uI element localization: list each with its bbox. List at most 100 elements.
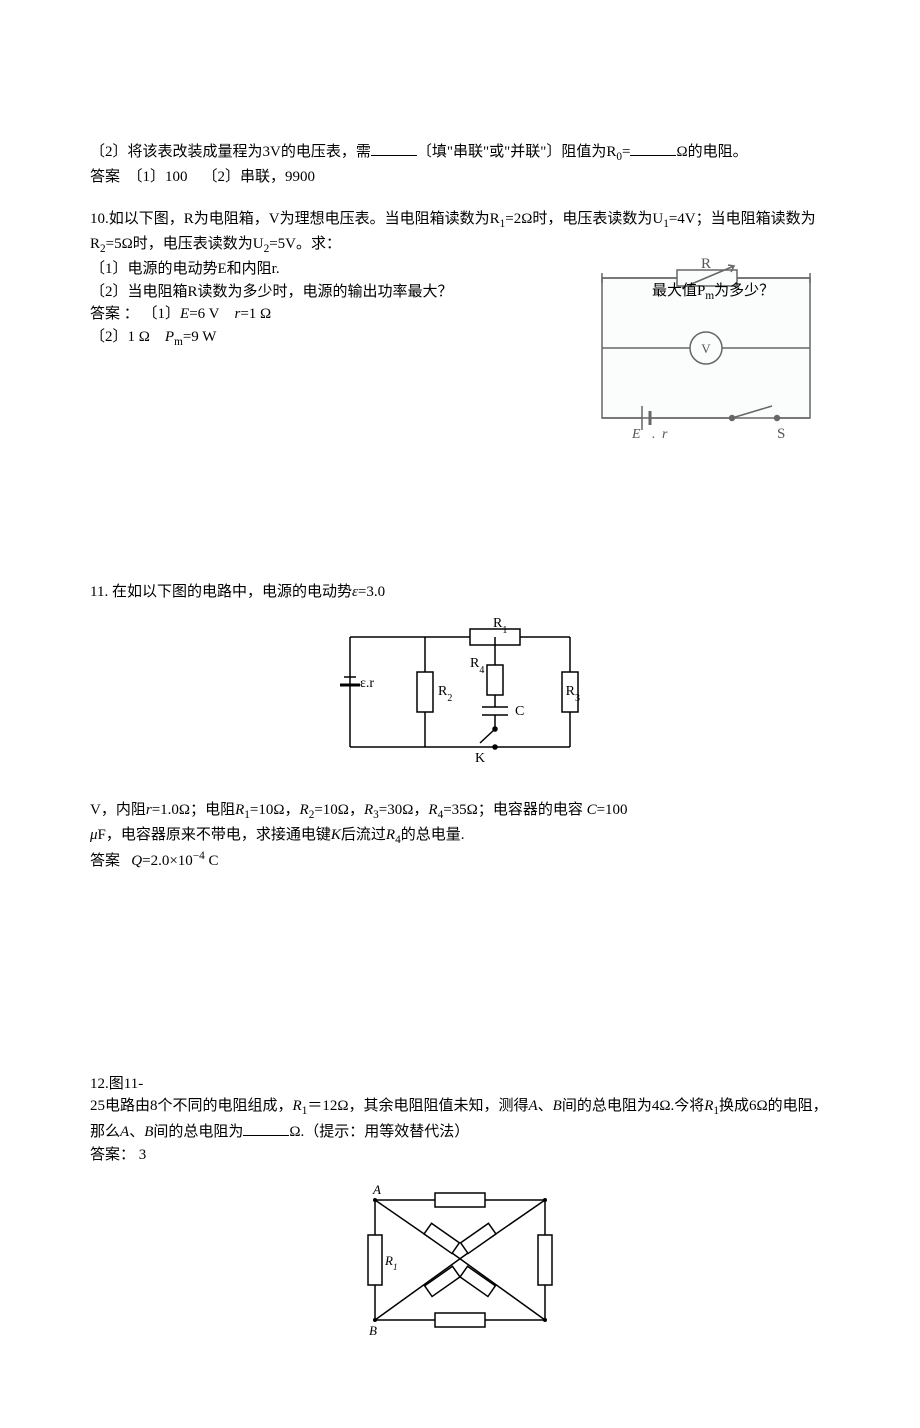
- q11-R1v: =10: [250, 802, 273, 818]
- q11-s1b: =3.0: [358, 584, 385, 600]
- q11-c1: ，: [285, 802, 300, 818]
- q9-eq: =: [622, 144, 630, 160]
- q11-line3: μF，电容器原来不带电，求接通电键K后流过R4的总电量.: [90, 824, 830, 849]
- question-11: 11. 在如以下图的电路中，电源的电动势ε=3.0: [90, 581, 830, 873]
- fig12-A: A: [372, 1182, 381, 1197]
- q11-Cv: =100: [597, 802, 628, 818]
- q11-s2b: =1.0: [152, 802, 179, 818]
- q9-ans1: 〔1〕100: [128, 169, 188, 185]
- svg-text:R1: R1: [384, 1253, 397, 1272]
- q11-figure: R1 R2 R3 R4 C K ε.r: [90, 617, 830, 785]
- q11-ohm4: Ω: [402, 802, 413, 818]
- fig-r-label: r: [662, 427, 668, 442]
- q12-answer: 答案： 3: [90, 1144, 830, 1167]
- fig-R-label: R: [701, 258, 711, 272]
- q10-s1: 10.如以下图，R为电阻箱，V为理想电压表。当电阻箱读数为R: [90, 211, 500, 227]
- q11-line2: V，内阻r=1.0Ω；电阻R1=10Ω，R2=10Ω，R3=30Ω，R4=35Ω…: [90, 799, 830, 824]
- q10-a2Pv: =9 W: [183, 329, 217, 345]
- q12-l2c2: 、: [129, 1124, 144, 1140]
- q9-ans2: 〔2〕串联，9900: [203, 169, 316, 185]
- fig11-C: C: [515, 704, 524, 719]
- q11-R4v: =35: [443, 802, 466, 818]
- q11-s3: F，电容器原来不带电，求接通电键: [98, 827, 331, 843]
- q11-mu: μ: [90, 827, 98, 843]
- q10-text-col: 〔1〕电源的电动势E和内阻r. 〔2〕当电阻箱R读数为多少时，电源的输出功率最大…: [90, 258, 570, 350]
- q12-B2: B: [144, 1124, 153, 1140]
- q12-ansl: 答案：: [90, 1147, 135, 1163]
- q11-R4l: R: [386, 827, 395, 843]
- q11-R4: R: [428, 802, 437, 818]
- q10-s1d: =5Ω时，电压表读数为U: [106, 236, 264, 252]
- q10-p2b: 最大值P: [652, 283, 705, 299]
- q12-line1: 12.图11-: [90, 1073, 830, 1096]
- question-10: 10.如以下图，R为电阻箱，V为理想电压表。当电阻箱读数为R1=2Ω时，电压表读…: [90, 208, 830, 450]
- fig-E-label: E: [631, 427, 641, 442]
- q11-c2: ，: [349, 802, 364, 818]
- q11-Q: Q: [131, 853, 142, 869]
- q12-l2f: 间的总电阻为: [153, 1124, 243, 1140]
- q12-figure: A B R1: [90, 1180, 830, 1348]
- q12-unit: Ω.（提示：用等效替代法）: [289, 1124, 469, 1140]
- q10-a1Ev: =6 V: [189, 306, 219, 322]
- q12-B1: B: [553, 1098, 562, 1114]
- q12-l2c1: 、: [538, 1098, 553, 1114]
- q10-s1e: =5V。求：: [269, 236, 341, 252]
- fig12-R1s: 1: [393, 1262, 398, 1272]
- q11-ohm3: Ω: [338, 802, 349, 818]
- q10-stem-line1: 10.如以下图，R为电阻箱，V为理想电压表。当电阻箱读数为R1=2Ω时，电压表读…: [90, 208, 830, 258]
- q10-s1b: =2Ω时，电压表读数为U: [505, 211, 663, 227]
- fig-V-label: V: [701, 341, 711, 356]
- fig-S-label: S: [777, 426, 785, 442]
- q9-text-a: 〔2〕将该表改装成量程为3V的电压表，需: [90, 144, 371, 160]
- q10-a1E: E: [180, 306, 189, 322]
- q11-cap: ；电容器的电容: [478, 802, 587, 818]
- q11-s3c: 的总电量.: [401, 827, 465, 843]
- fig11-R2s: 2: [447, 693, 452, 704]
- q12-l2d: 间的总电阻为4Ω.今将: [562, 1098, 704, 1114]
- q11-Qu: C: [205, 853, 219, 869]
- fig11-R4s: 4: [479, 665, 484, 676]
- q11-s3b: 后流过: [341, 827, 386, 843]
- q11-ohm1: Ω: [179, 802, 190, 818]
- question-12: 12.图11- 25电路由8个不同的电阻组成，R1＝12Ω，其余电阻阻值未知，测…: [90, 1073, 830, 1348]
- q10-p2bs: m: [705, 290, 714, 302]
- q10-p1: 〔1〕电源的电动势E和内阻r.: [90, 258, 570, 281]
- q12-l2a: 25电路由8个不同的电阻组成，: [90, 1098, 293, 1114]
- q11-R2: R: [300, 802, 309, 818]
- q11-ansl: 答案: [90, 853, 120, 869]
- question-9-part2: 〔2〕将该表改装成量程为3V的电压表，需〔填"串联"或"并联"〕阻值为R0=Ω的…: [90, 140, 830, 188]
- fig11-R1s: 1: [502, 625, 507, 636]
- svg-text:R2: R2: [438, 684, 452, 704]
- fig-comma: .: [652, 427, 656, 442]
- q11-K: K: [331, 827, 341, 843]
- q11-answer: 答案 Q=2.0×10−4 C: [90, 848, 830, 873]
- fig11-R3s: 3: [575, 693, 580, 704]
- q11-c3: ，: [413, 802, 428, 818]
- svg-text:R4: R4: [470, 656, 484, 676]
- q11-ohm2: Ω: [273, 802, 284, 818]
- q12-blank: [243, 1120, 289, 1136]
- q10-a2: 〔2〕1 Ω: [90, 329, 150, 345]
- blank-2: [630, 140, 676, 156]
- q10-answers: 答案 ： 〔1〕E=6 V r=1 Ω: [90, 303, 570, 326]
- q11-ohm5: Ω: [467, 802, 478, 818]
- q10-p2-tail: 最大值Pm为多少？: [652, 280, 774, 305]
- q11-R1: R: [235, 802, 244, 818]
- q11-R3v: =30: [379, 802, 402, 818]
- q11-R2v: =10: [314, 802, 337, 818]
- q12-l2b: ＝12Ω，其余电阻阻值未知，测得: [307, 1098, 528, 1114]
- q12-ans: 3: [135, 1147, 146, 1163]
- q9-answer-label: 答案: [90, 169, 120, 185]
- q9-text-b: 〔填"串联"或"并联"〕阻值为R: [417, 144, 617, 160]
- fig12-R1: R: [384, 1253, 393, 1268]
- q10-a1: 〔1〕: [143, 306, 181, 322]
- q12-line2: 25电路由8个不同的电阻组成，R1＝12Ω，其余电阻阻值未知，测得A、B间的总电…: [90, 1095, 830, 1143]
- q11-Qv: =2.0×10: [142, 853, 193, 869]
- q12-A1: A: [528, 1098, 537, 1114]
- q11-s2a: V，内阻: [90, 802, 146, 818]
- q11-R3: R: [364, 802, 373, 818]
- q10-a2line: 〔2〕1 Ω Pm=9 W: [90, 326, 570, 351]
- fig12-B: B: [369, 1323, 377, 1338]
- q11-s1: 11. 在如以下图的电路中，电源的电动势: [90, 584, 352, 600]
- q12-R1: R: [293, 1098, 302, 1114]
